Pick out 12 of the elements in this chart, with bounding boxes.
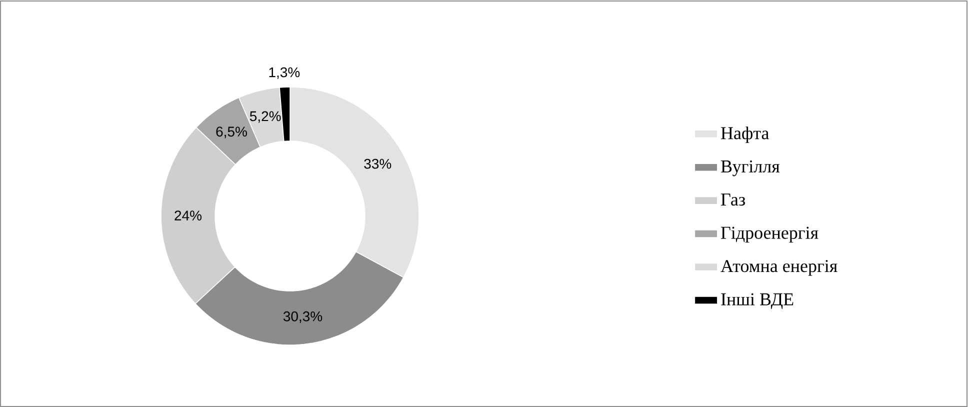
data-label: 5,2% (250, 111, 281, 123)
legend-label: Інші ВДЕ (721, 293, 794, 310)
legend-label: Вугілля (721, 160, 780, 176)
legend-label: Газ (721, 194, 745, 206)
legend-label: Атомна енергія (720, 260, 838, 276)
legend-label: Гідроенергія (721, 226, 818, 243)
data-label: 33% (364, 158, 392, 169)
data-label: 1,3% (269, 67, 300, 79)
data-label: 6,5% (216, 126, 247, 138)
data-label: 24% (174, 210, 202, 220)
data-label: 30,3% (283, 311, 322, 323)
legend-label: Нафта (721, 126, 769, 143)
